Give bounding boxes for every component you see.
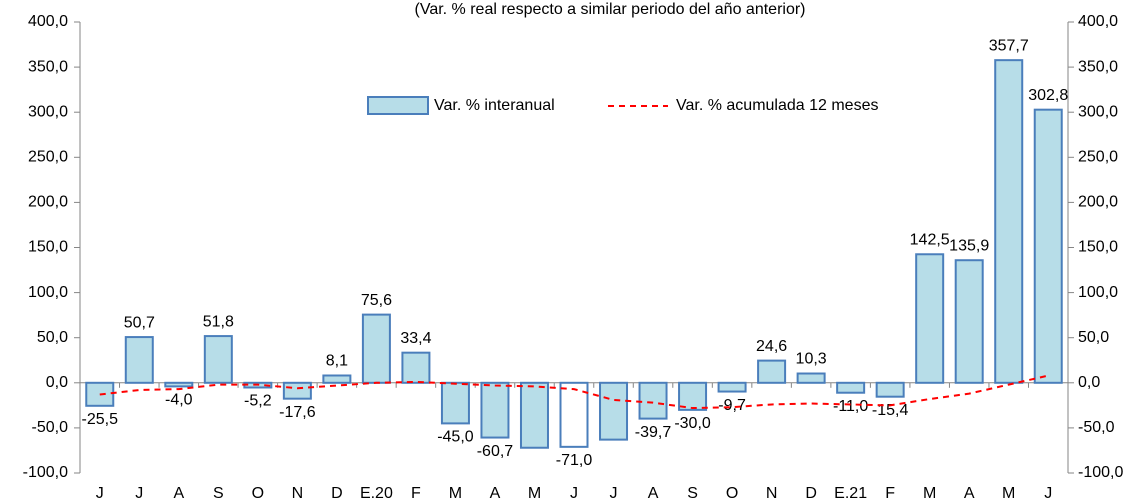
value-label: -15,4 <box>872 402 909 419</box>
value-label: -9,7 <box>718 397 746 414</box>
y-tick-label: 400,0 <box>28 13 68 30</box>
value-label: -25,5 <box>82 411 119 428</box>
y2-tick-label: 150,0 <box>1078 239 1118 256</box>
y-tick-label: 50,0 <box>37 329 68 346</box>
value-label: -71,0 <box>556 452 593 469</box>
bar <box>559 381 589 448</box>
y-tick-label: -50,0 <box>32 419 69 436</box>
y2-tick-label: 50,0 <box>1078 329 1109 346</box>
legend-label: Var. % interanual <box>434 97 555 114</box>
value-label: 135,9 <box>949 237 989 254</box>
y-tick-label: 300,0 <box>28 103 68 120</box>
y-tick-label: 350,0 <box>28 58 68 75</box>
value-label: 8,1 <box>326 353 348 370</box>
bar <box>836 381 866 394</box>
bar <box>1033 108 1063 384</box>
x-tick-label: A <box>173 485 184 502</box>
y2-tick-label: -50,0 <box>1078 419 1115 436</box>
x-tick-label: M <box>528 485 541 502</box>
value-label: -5,2 <box>244 393 272 410</box>
x-tick-label: S <box>213 485 224 502</box>
x-tick-label: J <box>96 485 104 502</box>
x-tick-label: J <box>135 485 143 502</box>
x-tick-label: M <box>449 485 462 502</box>
value-label: 10,3 <box>796 351 827 368</box>
value-label: -60,7 <box>477 443 514 460</box>
value-label: 33,4 <box>400 330 431 347</box>
legend-swatch <box>367 96 429 115</box>
x-tick-label: N <box>292 485 304 502</box>
line <box>99 374 1049 410</box>
value-label: -30,0 <box>674 415 711 432</box>
chart-subtitle: (Var. % real respecto a similar periodo … <box>415 1 806 18</box>
x-tick-label: F <box>885 485 895 502</box>
bar <box>796 372 826 384</box>
value-label: 75,6 <box>361 292 392 309</box>
x-tick-label: N <box>766 485 778 502</box>
bar <box>757 359 787 384</box>
x-tick-label: D <box>331 485 343 502</box>
y2-tick-label: 300,0 <box>1078 103 1118 120</box>
bar <box>124 336 154 384</box>
y2-tick-label: 350,0 <box>1078 58 1118 75</box>
value-label: -4,0 <box>165 392 193 409</box>
x-tick-label: O <box>252 485 264 502</box>
bar <box>361 313 391 384</box>
y2-tick-label: 0,0 <box>1078 374 1100 391</box>
bar <box>519 381 549 449</box>
value-label: 24,6 <box>756 338 787 355</box>
x-tick-label: A <box>964 485 975 502</box>
legend-label: Var. % acumulada 12 meses <box>676 97 878 114</box>
bar <box>954 259 984 384</box>
bar <box>638 381 668 420</box>
value-label: 51,8 <box>203 313 234 330</box>
bar <box>440 381 470 425</box>
y-tick-label: 250,0 <box>28 149 68 166</box>
y2-tick-label: 400,0 <box>1078 13 1118 30</box>
y-tick-label: 200,0 <box>28 194 68 211</box>
value-label: 357,7 <box>989 37 1029 54</box>
y-tick-label: -100,0 <box>23 464 68 481</box>
value-label: 142,5 <box>910 231 950 248</box>
y2-tick-label: 100,0 <box>1078 284 1118 301</box>
x-tick-label: A <box>648 485 659 502</box>
y2-tick-label: -100,0 <box>1078 464 1123 481</box>
y2-tick-label: 200,0 <box>1078 194 1118 211</box>
value-label: -17,6 <box>279 404 316 421</box>
x-tick-label: F <box>411 485 421 502</box>
bar <box>282 381 312 400</box>
bar <box>203 335 233 384</box>
value-label: -39,7 <box>635 424 672 441</box>
value-label: 302,8 <box>1028 87 1068 104</box>
x-tick-label: J <box>1044 485 1052 502</box>
x-tick-label: J <box>610 485 618 502</box>
x-tick-label: E.20 <box>360 485 393 502</box>
bar <box>915 253 945 384</box>
bar <box>401 351 431 384</box>
value-label: -45,0 <box>437 429 474 446</box>
bar <box>599 381 629 441</box>
bar <box>164 381 194 388</box>
x-tick-label: O <box>726 485 738 502</box>
x-tick-label: D <box>805 485 817 502</box>
x-tick-label: E.21 <box>834 485 867 502</box>
y-tick-label: 100,0 <box>28 284 68 301</box>
y-tick-label: 150,0 <box>28 239 68 256</box>
bar <box>480 381 510 439</box>
bar <box>717 381 747 393</box>
bar <box>994 59 1024 384</box>
y2-tick-label: 250,0 <box>1078 149 1118 166</box>
value-label: 50,7 <box>124 314 155 331</box>
bar <box>875 381 905 398</box>
y-tick-label: 0,0 <box>46 374 68 391</box>
x-tick-label: M <box>1002 485 1015 502</box>
bar <box>322 374 352 384</box>
x-tick-label: M <box>923 485 936 502</box>
bar <box>678 381 708 411</box>
x-tick-label: J <box>570 485 578 502</box>
x-tick-label: S <box>687 485 698 502</box>
value-label: -11,0 <box>833 398 868 415</box>
x-tick-label: A <box>490 485 501 502</box>
